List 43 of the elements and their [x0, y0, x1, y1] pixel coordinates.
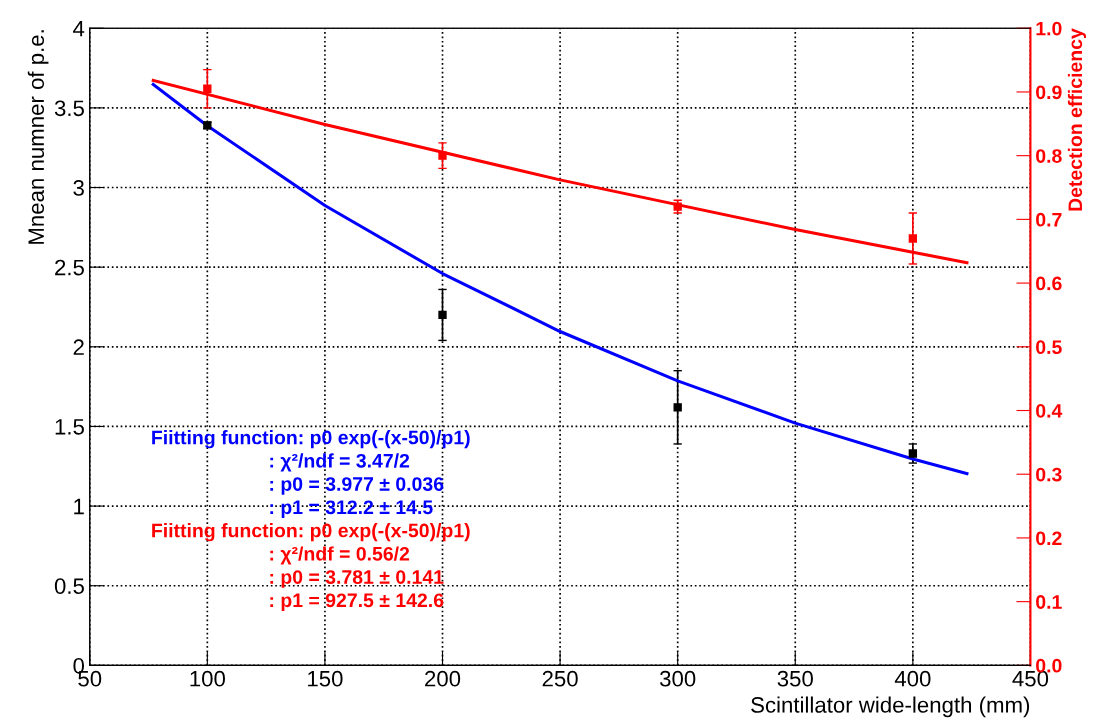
point — [908, 449, 918, 458]
x-tick-label: 400 — [894, 670, 931, 687]
y-axis-title: Mnean numner of p.e. — [27, 30, 49, 244]
y-tick-label: 4 — [73, 21, 85, 37]
line-series — [151, 82, 969, 476]
x-tick-label: 200 — [425, 670, 461, 687]
x-tick-label: 250 — [542, 670, 578, 687]
annotation: : χ²/ndf = 3.47/2 — [270, 453, 410, 472]
point — [438, 151, 447, 160]
point — [673, 403, 682, 412]
y2-tick-label: 1.0 — [1036, 21, 1062, 36]
x-tick-label: 300 — [659, 670, 696, 687]
y2-tick-label: 0.1 — [1036, 595, 1062, 609]
y-tick-label: 2 — [73, 339, 84, 355]
y2-tick-label: 0.8 — [1036, 149, 1062, 163]
annotation: Fiitting function: p0 exp(-(x-50)/p1) — [152, 523, 470, 542]
annotation: : p0 = 3.781 ± 0.141 — [270, 570, 444, 588]
x-axis-title: Scintillator wide-length (mm) — [751, 696, 1030, 718]
y2-tick-label: 0.7 — [1036, 212, 1062, 227]
y2-tick-label: 0.2 — [1036, 531, 1062, 546]
point — [203, 84, 212, 93]
y2-axis-title: Detection efficiency — [1067, 28, 1087, 211]
y-tick-label: 3.5 — [54, 100, 84, 117]
y2-tick-label: 0.6 — [1036, 276, 1062, 291]
annotation: : p0 = 3.977 ± 0.036 — [270, 477, 444, 495]
x-tick-label: 100 — [190, 670, 226, 687]
x-tick-label: 150 — [308, 670, 343, 687]
y2-tick-label: 0.5 — [1036, 340, 1062, 355]
annotation: : p1 = 312.2 ± 14.5 — [270, 500, 433, 519]
y-tick-label: 3 — [73, 180, 84, 196]
y-tick-label: 0.5 — [54, 578, 84, 594]
annotation: : p1 = 927.5 ± 142.6 — [270, 593, 444, 612]
x-tick-label: 350 — [777, 670, 813, 687]
point — [438, 310, 447, 320]
point — [908, 234, 918, 243]
y2-tick-label: 0.9 — [1036, 85, 1062, 100]
y2-tick-label: 0.4 — [1036, 403, 1063, 418]
annotation: Fiitting function: p0 exp(-(x-50)/p1) — [152, 430, 470, 449]
y2-tick-label: 0.3 — [1036, 467, 1062, 482]
annotation: : χ²/ndf = 0.56/2 — [270, 546, 410, 565]
y-tick-label: 1.5 — [55, 419, 84, 435]
y-tick-label: 2.5 — [55, 259, 84, 276]
y-tick-label: 1 — [74, 498, 84, 515]
